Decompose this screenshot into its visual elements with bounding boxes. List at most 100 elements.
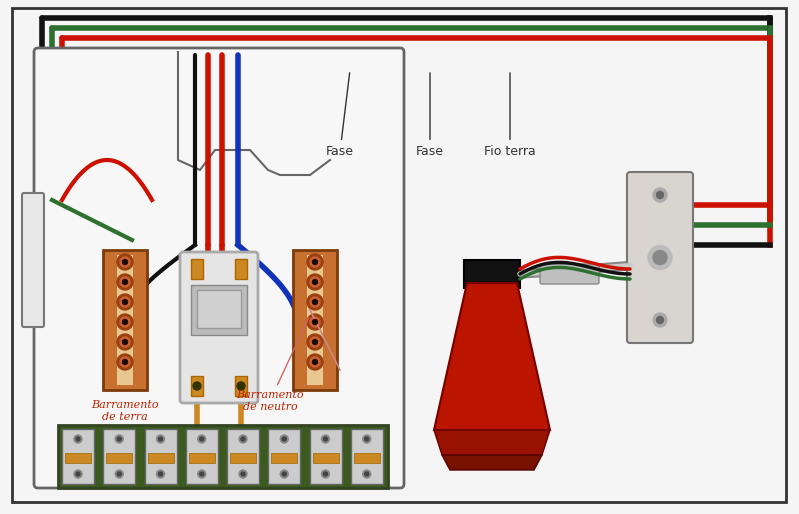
Circle shape <box>657 317 663 323</box>
Circle shape <box>241 437 245 441</box>
Circle shape <box>158 437 162 441</box>
Circle shape <box>312 280 317 285</box>
Bar <box>230 453 256 463</box>
Bar <box>312 453 339 463</box>
Circle shape <box>157 435 165 443</box>
Circle shape <box>239 435 247 443</box>
Circle shape <box>120 297 130 307</box>
Polygon shape <box>434 283 550 430</box>
Circle shape <box>280 470 288 478</box>
Circle shape <box>120 277 130 287</box>
Circle shape <box>307 274 323 290</box>
Text: Fase: Fase <box>416 73 444 158</box>
Bar <box>103 250 147 390</box>
Text: Fio terra: Fio terra <box>484 73 536 158</box>
Text: Fase: Fase <box>326 73 354 158</box>
Text: Barramento
de terra: Barramento de terra <box>91 400 159 421</box>
FancyBboxPatch shape <box>34 48 404 488</box>
Bar <box>191 259 203 279</box>
Bar <box>103 429 135 484</box>
Circle shape <box>122 359 128 364</box>
Circle shape <box>307 294 323 310</box>
Circle shape <box>648 246 672 269</box>
Circle shape <box>282 472 286 476</box>
Circle shape <box>239 470 247 478</box>
Circle shape <box>307 314 323 330</box>
Bar <box>197 290 241 328</box>
Circle shape <box>117 274 133 290</box>
Bar <box>227 429 259 484</box>
Circle shape <box>653 250 667 265</box>
Bar <box>354 453 380 463</box>
Bar <box>65 453 91 463</box>
Circle shape <box>237 382 245 390</box>
Circle shape <box>76 472 80 476</box>
Bar <box>307 255 323 385</box>
Circle shape <box>122 300 128 304</box>
Bar <box>148 453 173 463</box>
Circle shape <box>122 280 128 285</box>
Circle shape <box>76 437 80 441</box>
Circle shape <box>307 354 323 370</box>
Circle shape <box>321 470 329 478</box>
Circle shape <box>312 320 317 324</box>
Bar <box>293 250 337 390</box>
Circle shape <box>120 317 130 327</box>
Circle shape <box>312 340 317 344</box>
Circle shape <box>365 437 369 441</box>
Bar <box>235 376 247 396</box>
Circle shape <box>115 470 123 478</box>
Circle shape <box>122 320 128 324</box>
Circle shape <box>158 472 162 476</box>
Polygon shape <box>434 430 550 455</box>
Circle shape <box>653 188 667 202</box>
Circle shape <box>117 294 133 310</box>
Circle shape <box>657 192 663 198</box>
Circle shape <box>193 382 201 390</box>
Circle shape <box>312 300 317 304</box>
Bar <box>185 429 218 484</box>
Bar <box>189 453 215 463</box>
Circle shape <box>324 472 328 476</box>
Circle shape <box>653 313 667 327</box>
Circle shape <box>117 254 133 270</box>
Circle shape <box>120 357 130 367</box>
Circle shape <box>74 435 82 443</box>
Circle shape <box>307 254 323 270</box>
Circle shape <box>363 435 371 443</box>
FancyBboxPatch shape <box>22 193 44 327</box>
Circle shape <box>310 337 320 347</box>
Circle shape <box>122 340 128 344</box>
Bar <box>145 429 177 484</box>
FancyBboxPatch shape <box>180 252 258 403</box>
Text: Barramento
de neutro: Barramento de neutro <box>237 318 309 412</box>
Circle shape <box>197 470 206 478</box>
Circle shape <box>157 470 165 478</box>
Circle shape <box>117 437 121 441</box>
Circle shape <box>280 435 288 443</box>
Circle shape <box>115 435 123 443</box>
FancyBboxPatch shape <box>540 264 599 284</box>
Bar <box>271 453 297 463</box>
Bar <box>191 285 247 335</box>
Circle shape <box>241 472 245 476</box>
Bar <box>351 429 383 484</box>
Circle shape <box>200 472 204 476</box>
Bar <box>58 425 388 488</box>
Circle shape <box>321 435 329 443</box>
Circle shape <box>117 314 133 330</box>
Circle shape <box>324 437 328 441</box>
Bar <box>191 376 203 396</box>
FancyBboxPatch shape <box>627 172 693 343</box>
Circle shape <box>312 359 317 364</box>
Circle shape <box>197 435 206 443</box>
Circle shape <box>120 337 130 347</box>
Circle shape <box>310 277 320 287</box>
Circle shape <box>120 257 130 267</box>
Circle shape <box>117 472 121 476</box>
Bar <box>464 260 520 288</box>
Circle shape <box>310 357 320 367</box>
Bar <box>268 429 300 484</box>
Circle shape <box>363 470 371 478</box>
Polygon shape <box>442 455 542 470</box>
